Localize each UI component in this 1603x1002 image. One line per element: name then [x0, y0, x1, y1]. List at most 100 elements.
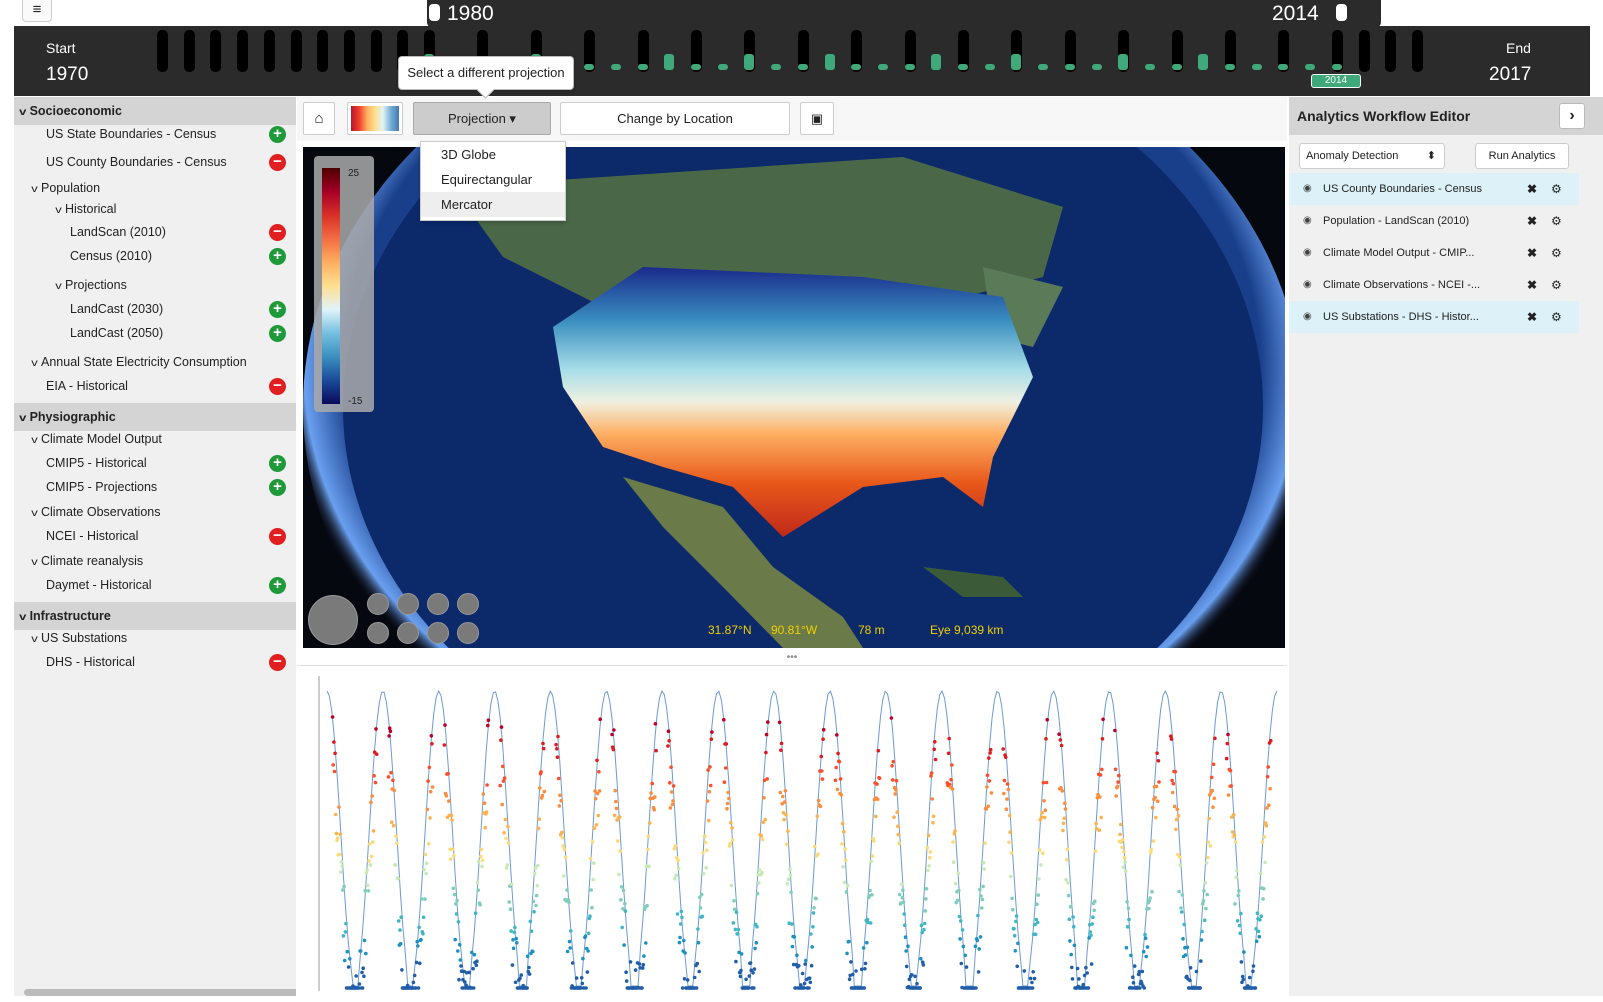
year-tick[interactable]	[344, 30, 355, 72]
tilt-button[interactable]	[457, 593, 479, 615]
year-tick[interactable]	[1412, 30, 1423, 72]
visibility-eye-icon[interactable]: ◉	[1303, 269, 1312, 301]
settings-gear-icon[interactable]: ⚙	[1551, 301, 1562, 333]
timeline[interactable]: Start 1970 End 2017 2014	[14, 26, 1590, 96]
sidebar-row[interactable]: v Infrastructure	[14, 602, 296, 630]
zoom-in-button[interactable]	[367, 593, 389, 615]
workflow-item[interactable]: ◉ Climate Observations - NCEI -... ✖ ⚙	[1289, 269, 1579, 301]
year-tick[interactable]	[1385, 30, 1396, 72]
pan-control[interactable]	[308, 595, 358, 645]
add-layer-icon[interactable]: +	[269, 577, 286, 594]
add-layer-icon[interactable]: +	[269, 455, 286, 472]
sidebar-row[interactable]: v US Substations	[14, 627, 296, 649]
settings-gear-icon[interactable]: ⚙	[1551, 173, 1562, 205]
sidebar-row[interactable]: v Socioeconomic	[14, 97, 296, 125]
save-button[interactable]: ▣	[800, 102, 834, 135]
visibility-eye-icon[interactable]: ◉	[1303, 301, 1312, 333]
projection-option-3d-globe[interactable]: 3D Globe	[421, 142, 565, 167]
run-analytics-button[interactable]: Run Analytics	[1475, 143, 1569, 169]
rotate-right-button[interactable]	[397, 622, 419, 644]
colormap-button[interactable]	[347, 102, 403, 135]
tilt-down-button[interactable]	[427, 622, 449, 644]
sidebar-row[interactable]: US State Boundaries - Census +	[14, 123, 296, 145]
remove-layer-icon[interactable]: −	[269, 378, 286, 395]
sidebar-row[interactable]: EIA - Historical −	[14, 375, 296, 397]
chevron-down-icon[interactable]: v	[31, 430, 38, 452]
sidebar-scrollbar[interactable]	[24, 989, 296, 996]
collapse-panel-button[interactable]: ›	[1559, 103, 1585, 129]
analytics-method-select[interactable]: Anomaly Detection ⬍	[1299, 143, 1445, 169]
sidebar-row[interactable]: v Annual State Electricity Consumption	[14, 351, 296, 373]
rotate-left-button[interactable]	[397, 593, 419, 615]
globe-map-view[interactable]	[303, 147, 1285, 648]
add-layer-icon[interactable]: +	[269, 126, 286, 143]
projection-option-mercator[interactable]: Mercator	[421, 192, 565, 217]
range-end-handle[interactable]	[1336, 4, 1347, 21]
sidebar-row[interactable]: LandCast (2030) +	[14, 298, 296, 320]
year-tick[interactable]	[371, 30, 382, 72]
menu-button[interactable]: ≡	[22, 0, 52, 22]
sidebar-row[interactable]: v Historical	[14, 198, 296, 220]
sidebar-row[interactable]: v Population	[14, 177, 296, 199]
year-tick[interactable]	[291, 30, 302, 72]
tilt-up-button[interactable]	[427, 593, 449, 615]
chevron-down-icon[interactable]: v	[31, 353, 38, 375]
settings-gear-icon[interactable]: ⚙	[1551, 269, 1562, 301]
sidebar-row[interactable]: DHS - Historical −	[14, 651, 296, 673]
year-tick[interactable]	[210, 30, 221, 72]
sidebar-row[interactable]: CMIP5 - Projections +	[14, 476, 296, 498]
sidebar-row[interactable]: Daymet - Historical +	[14, 574, 296, 596]
sidebar-row[interactable]: NCEI - Historical −	[14, 525, 296, 547]
remove-item-icon[interactable]: ✖	[1527, 237, 1537, 269]
projection-option-equirectangular[interactable]: Equirectangular	[421, 167, 565, 192]
visibility-eye-icon[interactable]: ◉	[1303, 205, 1312, 237]
sidebar-row[interactable]: v Climate Observations	[14, 501, 296, 523]
year-tick[interactable]	[157, 30, 168, 72]
remove-layer-icon[interactable]: −	[269, 154, 286, 171]
sidebar-row[interactable]: v Climate Model Output	[14, 428, 296, 450]
sidebar-row[interactable]: Census (2010) +	[14, 245, 296, 267]
year-tick[interactable]	[1359, 30, 1370, 72]
chevron-down-icon[interactable]: v	[55, 200, 62, 222]
chevron-down-icon[interactable]: v	[55, 276, 62, 298]
add-layer-icon[interactable]: +	[269, 325, 286, 342]
sidebar-row[interactable]: v Climate reanalysis	[14, 550, 296, 572]
settings-gear-icon[interactable]: ⚙	[1551, 237, 1562, 269]
sidebar-row[interactable]: v Projections	[14, 274, 296, 296]
add-layer-icon[interactable]: +	[269, 301, 286, 318]
visibility-eye-icon[interactable]: ◉	[1303, 173, 1312, 205]
sidebar-row[interactable]: v Physiographic	[14, 403, 296, 431]
projection-button[interactable]: Projection ▾	[413, 102, 551, 135]
visibility-eye-icon[interactable]: ◉	[1303, 237, 1312, 269]
year-tick[interactable]	[264, 30, 275, 72]
panel-splitter[interactable]: •••	[297, 655, 1287, 665]
chevron-down-icon[interactable]: v	[31, 629, 38, 651]
year-tick[interactable]	[237, 30, 248, 72]
remove-layer-icon[interactable]: −	[269, 654, 286, 671]
zoom-out-button[interactable]	[367, 622, 389, 644]
sidebar-row[interactable]: LandScan (2010) −	[14, 221, 296, 243]
chevron-down-icon[interactable]: v	[31, 503, 38, 525]
workflow-item[interactable]: ◉ US County Boundaries - Census ✖ ⚙	[1289, 173, 1579, 205]
remove-item-icon[interactable]: ✖	[1527, 205, 1537, 237]
change-by-location-button[interactable]: Change by Location	[560, 102, 790, 135]
sidebar-row[interactable]: LandCast (2050) +	[14, 322, 296, 344]
sidebar-row[interactable]: CMIP5 - Historical +	[14, 452, 296, 474]
remove-layer-icon[interactable]: −	[269, 528, 286, 545]
remove-item-icon[interactable]: ✖	[1527, 269, 1537, 301]
chevron-down-icon[interactable]: v	[31, 552, 38, 574]
home-button[interactable]: ⌂	[303, 102, 335, 135]
sidebar-row[interactable]: US County Boundaries - Census −	[14, 151, 296, 173]
range-start-handle[interactable]	[429, 4, 440, 21]
workflow-item[interactable]: ◉ Population - LandScan (2010) ✖ ⚙	[1289, 205, 1579, 237]
add-layer-icon[interactable]: +	[269, 248, 286, 265]
reset-view-button[interactable]	[457, 622, 479, 644]
settings-gear-icon[interactable]: ⚙	[1551, 205, 1562, 237]
year-tick[interactable]	[184, 30, 195, 72]
workflow-item[interactable]: ◉ Climate Model Output - CMIP... ✖ ⚙	[1289, 237, 1579, 269]
remove-layer-icon[interactable]: −	[269, 224, 286, 241]
workflow-item[interactable]: ◉ US Substations - DHS - Histor... ✖ ⚙	[1289, 301, 1579, 333]
remove-item-icon[interactable]: ✖	[1527, 173, 1537, 205]
remove-item-icon[interactable]: ✖	[1527, 301, 1537, 333]
add-layer-icon[interactable]: +	[269, 479, 286, 496]
